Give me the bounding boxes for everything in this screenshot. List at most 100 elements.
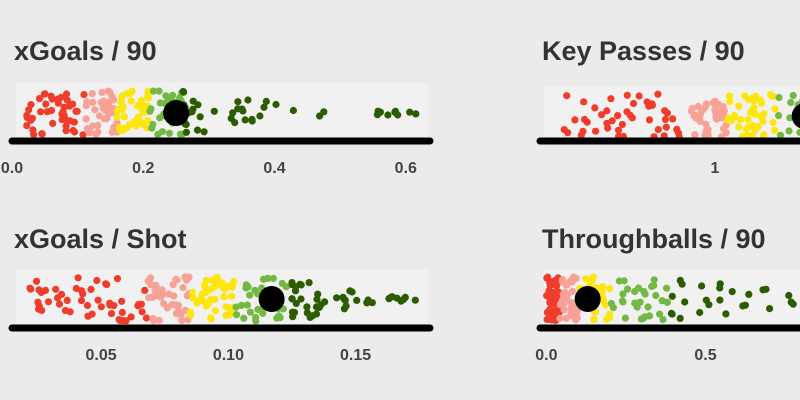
data-point [243, 301, 251, 309]
data-point [312, 303, 321, 311]
data-point [292, 299, 300, 308]
data-point [107, 310, 116, 318]
data-point [38, 130, 46, 138]
data-point [237, 301, 246, 309]
x-tick-label: 0.6 [395, 160, 417, 177]
data-point [52, 285, 60, 293]
data-point [35, 286, 43, 294]
data-point [569, 307, 577, 316]
data-point [227, 114, 235, 122]
data-point [739, 302, 747, 310]
data-point [722, 129, 730, 137]
swarm-key-passes-90 [560, 90, 800, 141]
data-point [661, 115, 670, 124]
data-point [364, 296, 372, 304]
data-point [546, 299, 554, 307]
data-point [744, 116, 752, 124]
data-point [193, 126, 202, 134]
data-point [713, 115, 721, 123]
data-point [726, 98, 734, 106]
x-tick-label: 0.4 [263, 160, 285, 177]
data-point [220, 293, 228, 301]
data-point [645, 312, 654, 320]
data-point [603, 315, 611, 323]
data-point [620, 277, 628, 285]
data-point [188, 108, 196, 116]
data-point [80, 91, 88, 99]
data-point [296, 280, 304, 288]
data-point [134, 102, 142, 110]
data-point [635, 92, 643, 100]
data-point [762, 285, 770, 293]
data-point [614, 126, 623, 134]
data-point [659, 316, 667, 324]
data-point [607, 299, 616, 308]
data-point [117, 98, 125, 106]
highlight-point [574, 286, 601, 312]
data-point [200, 128, 208, 136]
data-point [737, 116, 745, 124]
data-point [636, 298, 644, 306]
data-point [673, 125, 681, 133]
data-point [722, 310, 730, 318]
data-point [63, 296, 71, 304]
data-point [23, 122, 31, 130]
data-point [55, 300, 64, 308]
chart-title: Throughballs / 90 [542, 224, 766, 254]
data-point [623, 91, 631, 99]
data-point [333, 294, 341, 302]
data-point [579, 127, 587, 135]
data-point [149, 120, 157, 129]
data-point [727, 117, 736, 125]
data-point [590, 315, 598, 323]
data-point [789, 91, 797, 100]
data-point [583, 118, 591, 126]
data-point [711, 97, 719, 105]
data-point [259, 275, 268, 283]
data-point [69, 100, 77, 108]
data-point [353, 296, 361, 304]
data-point [177, 311, 185, 319]
data-point [108, 92, 116, 100]
data-point [696, 308, 704, 317]
data-point [269, 274, 277, 282]
data-point [621, 314, 630, 322]
data-point [70, 118, 78, 126]
data-point [173, 276, 181, 284]
data-point [37, 108, 45, 116]
data-point [546, 305, 554, 313]
data-point [72, 107, 80, 115]
data-point [189, 294, 197, 302]
data-point [225, 282, 233, 290]
data-point [654, 126, 662, 134]
data-point [138, 308, 146, 316]
data-point [218, 279, 226, 287]
data-point [155, 316, 163, 324]
data-point [115, 105, 123, 114]
data-point [25, 114, 33, 122]
data-point [148, 293, 157, 301]
data-point [291, 287, 300, 295]
data-point [767, 91, 775, 99]
data-point [93, 276, 101, 285]
data-point [776, 131, 785, 139]
data-point [85, 128, 93, 136]
data-point [787, 298, 795, 306]
data-point [678, 280, 686, 288]
data-point [619, 290, 627, 298]
data-point [41, 286, 50, 294]
data-point [312, 310, 321, 318]
data-point [42, 100, 50, 108]
data-point [101, 98, 109, 106]
data-point [757, 99, 766, 107]
data-point [97, 303, 105, 311]
data-point [572, 274, 580, 282]
data-point [787, 98, 795, 107]
data-point [116, 126, 124, 134]
data-point [785, 291, 793, 300]
data-point [786, 114, 794, 122]
data-point [144, 92, 152, 100]
data-point [165, 129, 173, 137]
highlight-point [163, 100, 190, 126]
data-point [88, 90, 96, 98]
